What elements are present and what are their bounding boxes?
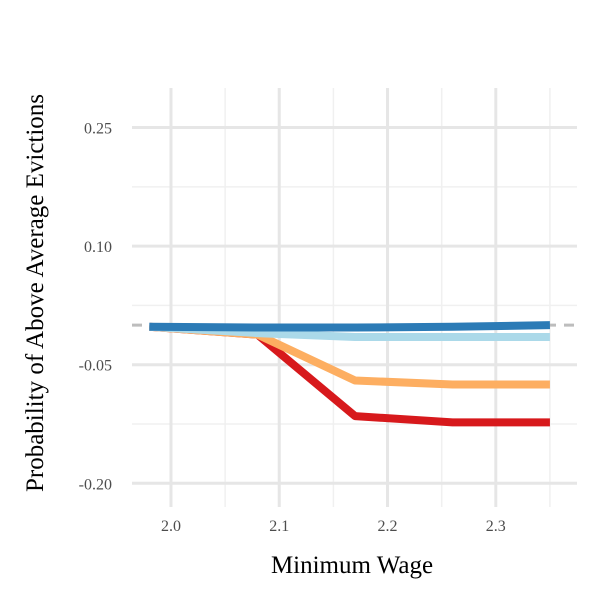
- major-gridlines: [132, 88, 577, 507]
- x-tick-label: 2.0: [161, 518, 181, 535]
- x-tick-label: 2.2: [378, 518, 398, 535]
- x-tick-label: 2.3: [486, 518, 506, 535]
- y-axis-title: Probability of Above Average Evictions: [22, 94, 49, 492]
- y-tick-label: 0.10: [84, 239, 112, 256]
- minor-gridlines: [132, 88, 577, 507]
- y-tick-labels: -0.20 -0.05 0.10 0.25: [79, 121, 112, 494]
- series-line-1: [149, 321, 550, 332]
- y-tick-label: -0.20: [79, 476, 112, 493]
- series-lines: [149, 321, 550, 427]
- y-tick-label: -0.05: [79, 358, 112, 375]
- x-tick-labels: 2.0 2.1 2.2 2.3: [161, 518, 506, 535]
- y-tick-label: 0.25: [84, 121, 112, 138]
- x-tick-label: 2.1: [269, 518, 289, 535]
- x-axis-title: Minimum Wage: [271, 552, 433, 579]
